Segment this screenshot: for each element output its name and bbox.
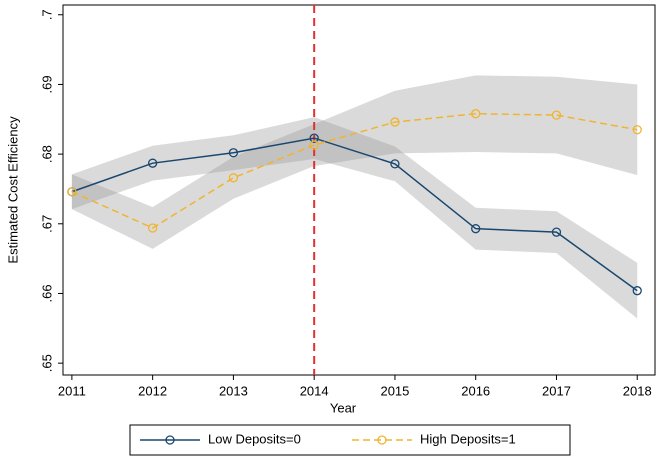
y-tick-label: .66: [39, 284, 54, 302]
x-tick-label: 2017: [542, 383, 571, 398]
x-tick-label: 2018: [623, 383, 652, 398]
data-point: [228, 148, 239, 158]
data-point: [228, 173, 239, 183]
legend-label: Low Deposits=0: [208, 431, 301, 446]
x-tick-label: 2016: [461, 383, 490, 398]
y-axis-label: Estimated Cost Efficiency: [5, 116, 20, 264]
series-line: [71, 112, 638, 229]
legend-marker: [165, 435, 175, 445]
data-point: [551, 227, 562, 237]
x-tick-label: 2013: [219, 383, 248, 398]
data-point: [471, 224, 481, 234]
data-point: [551, 110, 562, 120]
data-point: [309, 140, 319, 150]
x-tick-label: 2012: [138, 383, 167, 398]
data-point: [147, 223, 158, 233]
y-tick-label: .68: [39, 145, 54, 163]
data-point: [147, 158, 158, 168]
plot-frame: [62, 4, 656, 376]
confidence-band: [71, 75, 638, 249]
data-point: [390, 117, 400, 127]
x-tick-label: 2015: [380, 383, 409, 398]
data-point: [471, 109, 481, 119]
data-point: [67, 187, 77, 197]
x-axis-label: Year: [330, 400, 357, 415]
data-point: [390, 159, 400, 169]
data-point: [632, 125, 642, 135]
legend-box: [129, 424, 571, 456]
x-tick-label: 2014: [300, 383, 329, 398]
legend-label: High Deposits=1: [420, 431, 516, 446]
data-point: [309, 133, 319, 143]
data-point: [632, 286, 642, 296]
confidence-band: [71, 117, 638, 319]
series-line: [71, 137, 638, 292]
x-tick-label: 2011: [58, 383, 86, 398]
legend-marker: [377, 435, 387, 445]
y-tick-label: .69: [39, 75, 54, 93]
y-tick-label: .67: [39, 215, 54, 233]
y-tick-label: .7: [39, 9, 54, 20]
y-tick-label: .65: [39, 354, 54, 372]
